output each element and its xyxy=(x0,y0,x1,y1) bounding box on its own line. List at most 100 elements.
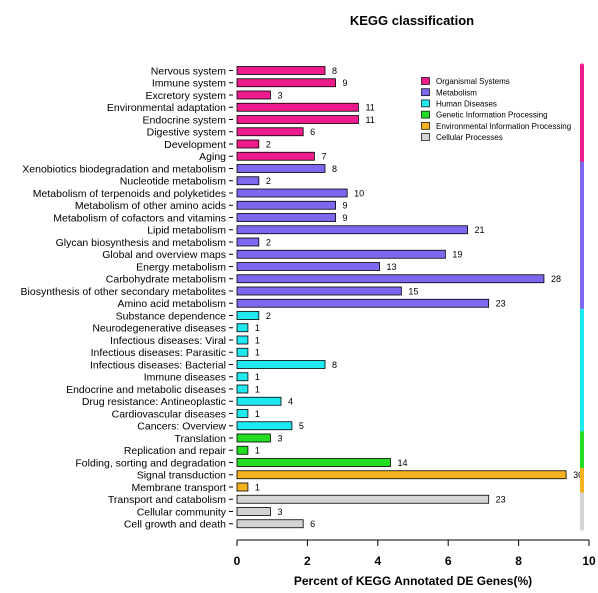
bar xyxy=(236,262,380,271)
bar-value-label: 28 xyxy=(551,274,561,284)
category-label: Cancers: Overview xyxy=(137,421,226,433)
bar-value-label: 23 xyxy=(496,299,506,309)
bar-value-label: 3 xyxy=(277,90,282,100)
category-label: Xenobiotics biodegradation and metabolis… xyxy=(22,163,226,175)
bar-value-label: 23 xyxy=(496,495,506,505)
bar xyxy=(236,151,315,161)
x-tick-label: 0 xyxy=(234,554,241,568)
category-label: Folding, sorting and degradation xyxy=(75,457,226,469)
bar-value-label: 3 xyxy=(277,507,282,517)
legend-label: Environmental Information Processing xyxy=(436,122,571,131)
bar-value-label: 2 xyxy=(266,176,271,186)
bar-value-label: 1 xyxy=(255,348,260,358)
category-label: Membrane transport xyxy=(131,482,226,494)
category-label: Digestive system xyxy=(147,127,227,139)
category-label: Endocrine and metabolic diseases xyxy=(66,384,226,396)
bar-value-label: 4 xyxy=(288,397,293,407)
bar xyxy=(236,519,304,529)
bar xyxy=(236,494,490,504)
category-label: Cardiovascular diseases xyxy=(112,408,226,420)
bar-value-label: 6 xyxy=(310,519,315,529)
category-label: Carbohydrate metabolism xyxy=(106,274,226,286)
category-label: Metabolism of cofactors and vitamins xyxy=(53,212,226,224)
bar-value-label: 1 xyxy=(255,335,260,345)
category-label: Cell growth and death xyxy=(124,519,226,531)
bar xyxy=(236,298,490,308)
bar xyxy=(236,188,348,198)
bar-value-label: 2 xyxy=(266,139,271,149)
bar-value-label: 11 xyxy=(365,103,374,113)
category-label: Metabolism of other amino acids xyxy=(75,200,226,212)
category-label: Endocrine system xyxy=(143,114,227,126)
category-label: Substance dependence xyxy=(116,310,227,322)
category-label: Amino acid metabolism xyxy=(117,298,226,310)
category-label: Biosynthesis of other secondary metaboli… xyxy=(21,286,226,298)
bar xyxy=(236,90,271,100)
x-tick-label: 10 xyxy=(582,554,596,568)
category-label: Nervous system xyxy=(151,65,227,77)
category-label: Global and overview maps xyxy=(102,249,226,261)
bars-layer: Nervous system 8 Immune system 9 Excretory s… xyxy=(21,65,584,530)
bar-value-label: 1 xyxy=(255,323,260,333)
category-label: Glycan biosynthesis and metabolism xyxy=(56,237,227,249)
bar xyxy=(236,384,249,394)
legend-swatch xyxy=(421,77,430,85)
bar xyxy=(236,507,271,516)
bar xyxy=(236,421,293,431)
bar-value-label: 5 xyxy=(299,421,304,431)
bar xyxy=(236,482,249,492)
category-label: Immune system xyxy=(152,78,226,90)
bar xyxy=(236,225,468,235)
legend-swatch xyxy=(421,110,430,119)
legend-swatch xyxy=(421,121,430,130)
legend-label: Cellular Processes xyxy=(436,133,503,142)
bar xyxy=(236,458,391,467)
bar xyxy=(236,433,271,443)
bar-value-label: 13 xyxy=(387,262,397,272)
category-label: Cellular community xyxy=(137,506,227,518)
bar xyxy=(236,176,260,186)
bar-value-label: 8 xyxy=(332,66,337,76)
category-label: Nucleotide metabolism xyxy=(120,176,226,188)
bar xyxy=(236,139,260,149)
bar xyxy=(236,323,249,333)
bar-value-label: 1 xyxy=(255,372,260,382)
bar-value-label: 2 xyxy=(266,311,271,321)
bar xyxy=(236,311,260,320)
bar xyxy=(236,127,304,137)
legend-label: Genetic Information Processing xyxy=(436,111,548,120)
category-label: Development xyxy=(164,139,226,151)
category-label: Infectious diseases: Viral xyxy=(110,335,226,347)
category-label: Energy metabolism xyxy=(136,261,226,273)
legend-swatch xyxy=(421,88,430,97)
bar-value-label: 9 xyxy=(343,213,348,223)
bar xyxy=(236,237,260,247)
bar-value-label: 3 xyxy=(277,433,282,443)
bar-value-label: 8 xyxy=(332,164,337,174)
x-tick-label: 4 xyxy=(374,554,381,568)
bar xyxy=(236,249,446,259)
bar xyxy=(236,78,336,88)
category-label: Replication and repair xyxy=(124,445,227,457)
legend: Organismal Systems Metabolism Human Diseas… xyxy=(421,77,571,142)
category-label: Lipid metabolism xyxy=(147,225,226,237)
category-label: Metabolism of terpenoids and polyketides xyxy=(33,188,226,200)
category-label: Signal transduction xyxy=(137,470,226,482)
bar xyxy=(236,200,336,210)
x-axis: 0 2 4 6 8 10 xyxy=(234,539,596,568)
bar xyxy=(236,274,545,284)
bar-value-label: 6 xyxy=(310,127,315,137)
bar xyxy=(236,286,402,296)
bar-value-label: 19 xyxy=(452,250,462,260)
bar xyxy=(236,445,249,455)
bar xyxy=(236,470,567,480)
x-axis-ticks: 0 2 4 6 8 10 xyxy=(234,540,596,568)
bar-value-label: 8 xyxy=(332,360,337,370)
x-tick-label: 8 xyxy=(515,554,522,568)
legend-label: Organismal Systems xyxy=(436,77,510,86)
bar-value-label: 14 xyxy=(397,458,407,468)
category-label: Drug resistance: Antineoplastic xyxy=(82,396,226,408)
bar-value-label: 21 xyxy=(475,225,485,235)
legend-swatch xyxy=(421,133,430,141)
